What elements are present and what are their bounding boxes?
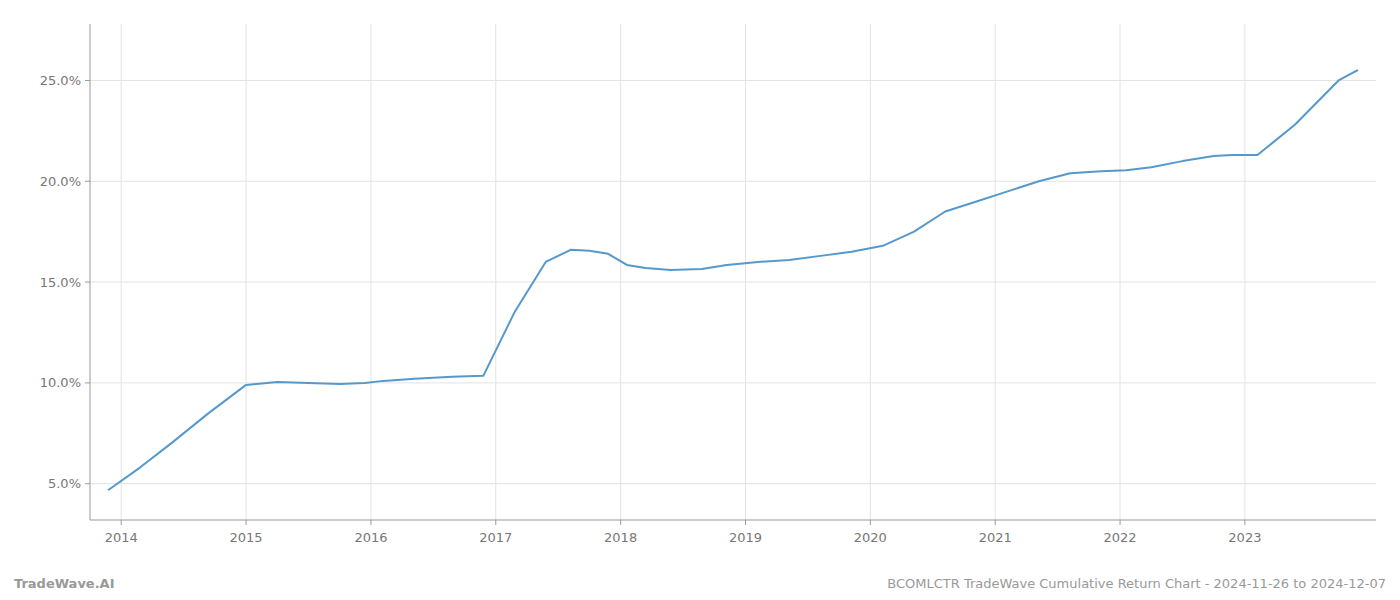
- grid-line-y: [90, 80, 1376, 81]
- x-tick: [870, 520, 871, 525]
- x-tick: [495, 520, 496, 525]
- y-tick-label: 25.0%: [40, 73, 81, 88]
- y-tick: [85, 382, 90, 383]
- x-tick-label: 2023: [1228, 530, 1261, 545]
- grid-line-x: [620, 24, 621, 520]
- x-tick-label: 2014: [105, 530, 138, 545]
- grid-line-x: [870, 24, 871, 520]
- grid-line-y: [90, 282, 1376, 283]
- x-axis-line: [90, 520, 1376, 521]
- x-tick: [121, 520, 122, 525]
- x-tick-label: 2018: [604, 530, 637, 545]
- grid-line-x: [121, 24, 122, 520]
- y-tick: [85, 282, 90, 283]
- axes: 2014 2015 2016 2017 2018 2019 2020 2021 2022 2023…: [40, 24, 1376, 545]
- y-tick-label: 15.0%: [40, 275, 81, 290]
- x-tick-label: 2016: [354, 530, 387, 545]
- grid-line-x: [1120, 24, 1121, 520]
- grid-line-x: [495, 24, 496, 520]
- x-tick: [246, 520, 247, 525]
- grid-line-x: [745, 24, 746, 520]
- grid-line-y: [90, 483, 1376, 484]
- y-tick: [85, 80, 90, 81]
- x-tick: [620, 520, 621, 525]
- grid-line-y: [90, 181, 1376, 182]
- footer-text: BCOMLCTR TradeWave Cumulative Return Cha…: [887, 576, 1386, 591]
- x-tick: [995, 520, 996, 525]
- x-tick-label: 2019: [729, 530, 762, 545]
- y-tick: [85, 483, 90, 484]
- y-tick-label: 20.0%: [40, 174, 81, 189]
- grid-line-x: [246, 24, 247, 520]
- footer-text: TradeWave.AI: [14, 576, 115, 591]
- x-tick-label: 2017: [479, 530, 512, 545]
- grid-line-x: [1244, 24, 1245, 520]
- y-axis-line: [90, 24, 91, 520]
- x-tick: [1120, 520, 1121, 525]
- y-tick-label: 5.0%: [48, 476, 81, 491]
- x-tick-label: 2020: [854, 530, 887, 545]
- x-tick-label: 2021: [979, 530, 1012, 545]
- y-tick-label: 10.0%: [40, 375, 81, 390]
- x-tick-label: 2015: [230, 530, 263, 545]
- grid: [90, 24, 1376, 520]
- x-tick: [745, 520, 746, 525]
- line: [109, 70, 1358, 489]
- x-tick: [370, 520, 371, 525]
- x-tick: [1244, 520, 1245, 525]
- grid-line-x: [370, 24, 371, 520]
- grid-line-x: [995, 24, 996, 520]
- chart: 2014 2015 2016 2017 2018 2019 2020 2021 2022 2023…: [0, 0, 1400, 600]
- plot-area: [109, 70, 1358, 489]
- y-tick: [85, 181, 90, 182]
- x-tick-label: 2022: [1104, 530, 1137, 545]
